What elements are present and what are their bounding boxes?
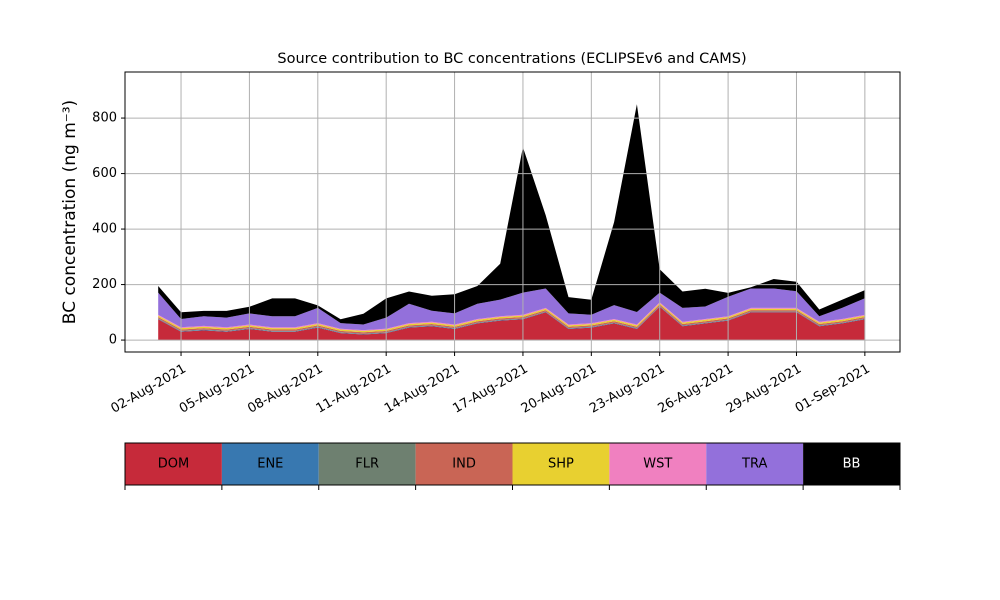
legend-swatch <box>221 443 319 485</box>
x-tick-label: 17-Aug-2021 <box>450 362 530 417</box>
area <box>158 303 865 333</box>
x-tick-label: 08-Aug-2021 <box>245 362 325 417</box>
area <box>158 304 865 334</box>
area <box>158 104 865 325</box>
area <box>158 288 865 331</box>
legend-swatch <box>609 443 707 485</box>
legend-label: BB <box>843 457 861 472</box>
legend-label: WST <box>643 457 672 472</box>
area <box>158 306 865 341</box>
chart-title: Source contribution to BC concentrations… <box>277 51 746 67</box>
x-tick-label: 01-Sep-2021 <box>793 362 873 417</box>
legend-frame <box>124 442 901 486</box>
legend-label: FLR <box>355 457 379 472</box>
x-tick-label: 02-Aug-2021 <box>108 362 188 417</box>
y-tick-label: 800 <box>92 111 117 126</box>
legend-swatch <box>512 443 610 485</box>
legend-swatch <box>125 443 222 485</box>
x-tick-label: 20-Aug-2021 <box>519 362 599 417</box>
legend-swatch <box>706 443 804 485</box>
y-tick-label: 200 <box>92 277 117 292</box>
legend-label: SHP <box>548 457 574 472</box>
legend-label: DOM <box>158 457 189 472</box>
x-tick-label: 14-Aug-2021 <box>382 362 462 417</box>
y-axis-label: BC concentration (ng m⁻³) <box>60 100 80 324</box>
y-tick-label: 400 <box>92 222 117 237</box>
legend-label: IND <box>452 457 476 472</box>
x-tick-label: 05-Aug-2021 <box>177 362 257 417</box>
legend-label: ENE <box>257 457 283 472</box>
legend-label: TRA <box>741 457 767 472</box>
legend-swatch <box>318 443 416 485</box>
legend-swatch <box>415 443 513 485</box>
x-tick-label: 11-Aug-2021 <box>314 362 394 417</box>
x-tick-label: 29-Aug-2021 <box>724 362 804 417</box>
x-tick-label: 23-Aug-2021 <box>587 362 667 417</box>
y-tick-label: 0 <box>109 333 117 348</box>
legend-swatch <box>803 443 900 485</box>
y-tick-label: 600 <box>92 166 117 181</box>
x-tick-label: 26-Aug-2021 <box>656 362 736 417</box>
plot-frame <box>124 71 901 353</box>
